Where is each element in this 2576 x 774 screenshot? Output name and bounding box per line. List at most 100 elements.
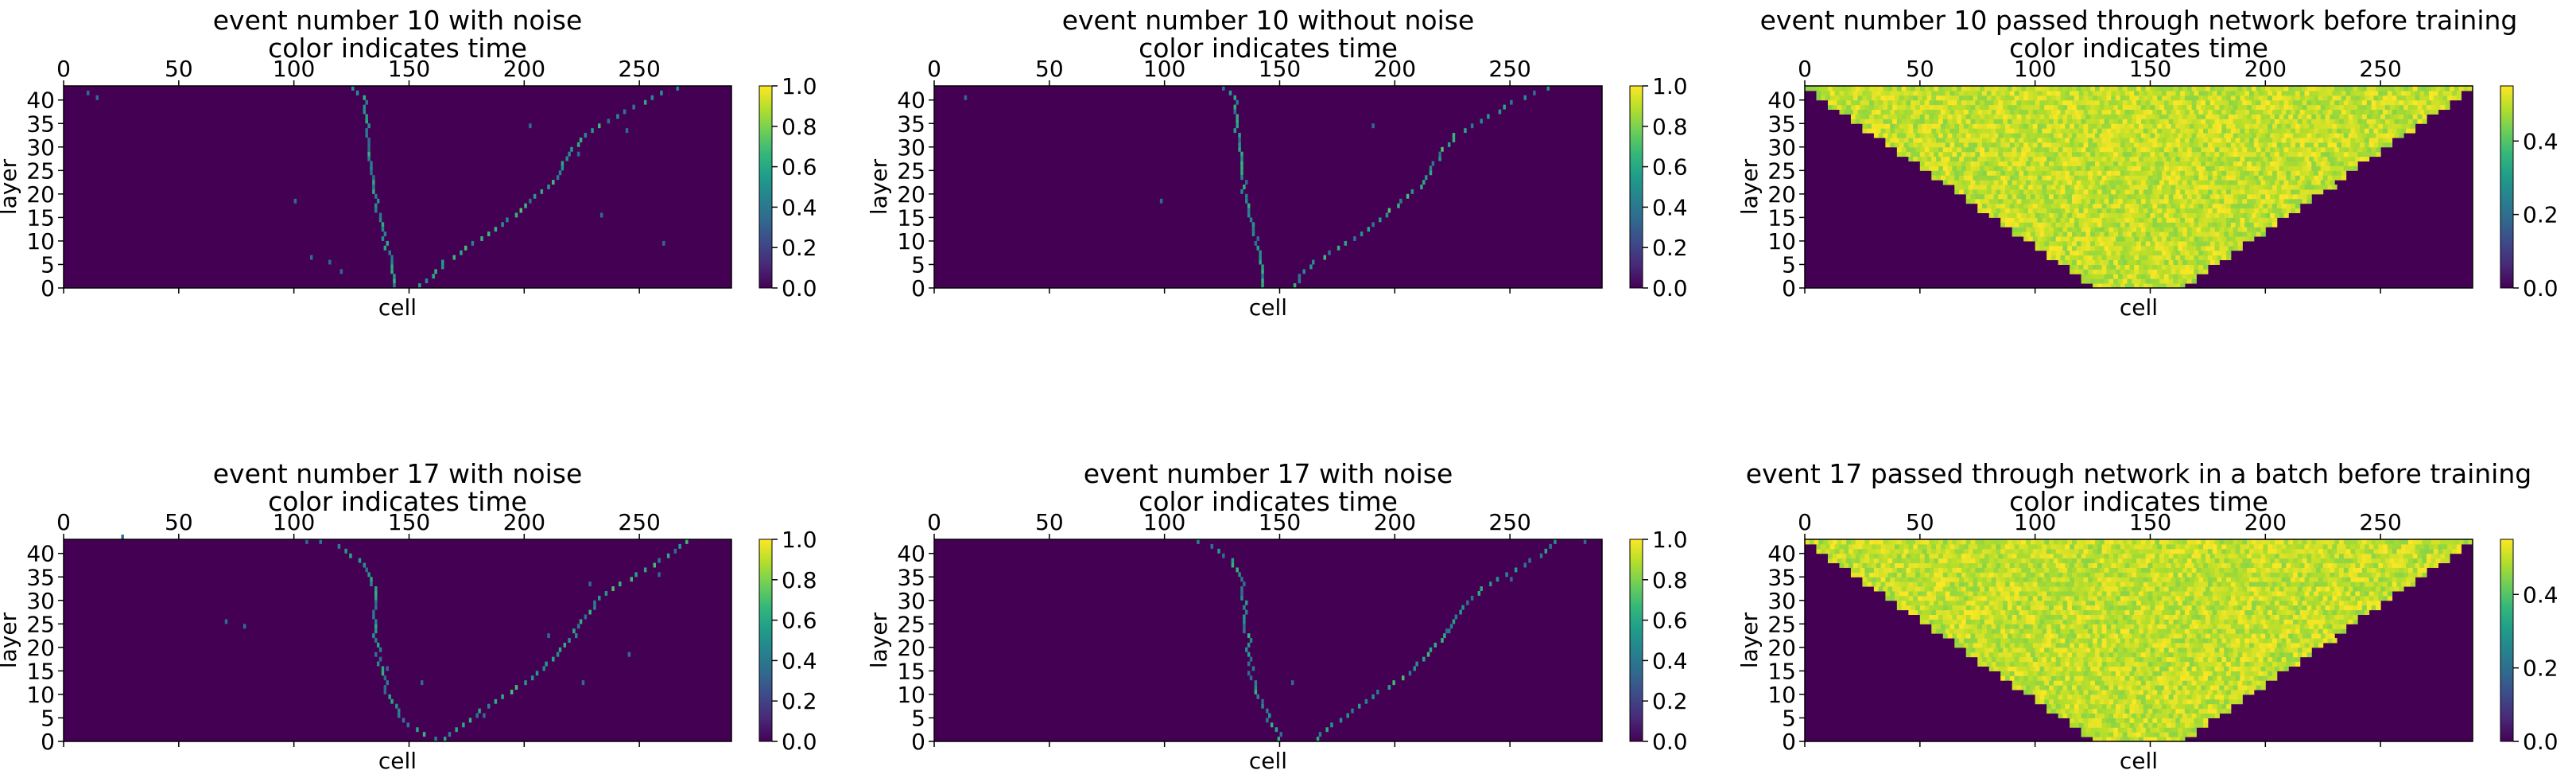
axes-frame: [63, 85, 732, 289]
heatmap-cell: [2003, 198, 2008, 204]
heatmap-cell: [1924, 119, 1930, 124]
heatmap-cell: [1869, 119, 1875, 124]
track-hit: [390, 264, 394, 270]
track-hit: [374, 624, 378, 629]
colorbar-tick-label: 1.0: [782, 527, 817, 553]
heatmap-cell: [2256, 212, 2262, 218]
heatmap-cell: [2094, 212, 2101, 218]
heatmap-cell: [1942, 180, 1949, 185]
heatmap-cell: [2184, 264, 2190, 270]
heatmap-cell: [2191, 680, 2197, 686]
heatmap-cell: [2134, 661, 2140, 667]
heatmap-cell: [1850, 86, 1856, 91]
heatmap-cell: [2260, 133, 2266, 138]
heatmap-cell: [1986, 137, 1992, 143]
heatmap-cell: [2189, 264, 2195, 270]
heatmap-cell: [2228, 165, 2234, 171]
heatmap-cell: [2062, 666, 2068, 671]
heatmap-cell: [2206, 133, 2211, 138]
heatmap-cell: [1936, 142, 1942, 148]
heatmap-cell: [2309, 95, 2314, 101]
heatmap-cell: [2166, 718, 2172, 723]
heatmap-cell: [2198, 203, 2204, 209]
heatmap-cell: [2039, 698, 2045, 705]
heatmap-cell: [2345, 128, 2351, 134]
heatmap-cell: [1959, 189, 1965, 195]
heatmap-cell: [2184, 156, 2190, 162]
heatmap-cell: [2237, 680, 2243, 686]
heatmap-cell: [2019, 656, 2024, 663]
heatmap-cell: [2302, 114, 2307, 119]
heatmap-cell: [2078, 656, 2084, 663]
y-tick-label: 40: [1767, 88, 1796, 114]
heatmap-cell: [2152, 142, 2158, 148]
heatmap-cell: [2124, 142, 2130, 148]
heatmap-cell: [2396, 128, 2402, 134]
heatmap-cell: [2132, 119, 2137, 124]
heatmap-cell: [1929, 151, 1934, 158]
heatmap-cell: [2124, 156, 2130, 162]
track-hit: [1266, 718, 1269, 723]
heatmap-cell: [1965, 99, 1972, 106]
heatmap-cell: [2129, 708, 2135, 714]
colorbar: [1629, 539, 1643, 742]
colorbar-tick-label: 1.0: [782, 73, 817, 99]
heatmap-cell: [2260, 198, 2266, 204]
heatmap-cell: [2173, 666, 2178, 671]
heatmap-cell: [2143, 90, 2149, 96]
heatmap-cell: [2159, 694, 2165, 700]
heatmap-cell: [1954, 185, 1960, 190]
heatmap-cell: [2178, 212, 2183, 218]
heatmap-cell: [2198, 189, 2204, 195]
heatmap-cell: [1975, 146, 1980, 153]
heatmap-cell: [2078, 661, 2084, 667]
track-hit: [1328, 250, 1331, 255]
heatmap-cell: [2147, 703, 2153, 710]
heatmap-cell: [2198, 661, 2204, 667]
heatmap-cell: [2166, 217, 2172, 223]
heatmap-cell: [2283, 133, 2289, 138]
heatmap-cell: [2157, 189, 2163, 195]
heatmap-cell: [2140, 227, 2147, 232]
heatmap-cell: [2152, 217, 2158, 223]
heatmap-cell: [2258, 170, 2264, 176]
heatmap-cell: [2094, 713, 2101, 718]
heatmap-cell: [2217, 175, 2222, 181]
heatmap-cell: [2203, 128, 2209, 134]
heatmap-cell: [2101, 250, 2107, 256]
heatmap-cell: [2109, 713, 2114, 718]
heatmap-cell: [1963, 175, 1969, 181]
heatmap-cell: [2194, 661, 2199, 667]
heatmap-cell: [2129, 661, 2135, 667]
heatmap-cell: [2412, 119, 2418, 124]
heatmap-cell: [2207, 137, 2213, 143]
heatmap-cell: [2228, 198, 2234, 204]
heatmap-cell: [2139, 708, 2144, 714]
heatmap-cell: [2106, 128, 2112, 134]
heatmap-cell: [2242, 114, 2248, 119]
heatmap-cell: [2230, 156, 2237, 162]
heatmap-cell: [1876, 109, 1882, 115]
track-hit: [393, 274, 396, 279]
heatmap-cell: [2251, 119, 2257, 124]
heatmap-cell: [2189, 722, 2195, 728]
heatmap-cell: [2094, 666, 2101, 671]
heatmap-cell: [2242, 212, 2248, 218]
x-tick-label: 0: [56, 509, 71, 535]
heatmap-cell: [2235, 189, 2240, 195]
heatmap-cell: [2090, 161, 2096, 166]
heatmap-cell: [2221, 189, 2227, 195]
heatmap-cell: [2230, 236, 2237, 242]
heatmap-cell: [2178, 274, 2183, 279]
heatmap-cell: [2083, 718, 2089, 723]
heatmap-cell: [1872, 90, 1877, 96]
heatmap-cell: [2233, 180, 2239, 185]
heatmap-cell: [1986, 95, 1992, 101]
heatmap-cell: [2173, 278, 2178, 284]
heatmap-cell: [2281, 142, 2287, 148]
heatmap-cell: [2297, 193, 2303, 200]
heatmap-cell: [2263, 675, 2268, 681]
heatmap-cell: [2207, 255, 2213, 261]
track-hit: [1249, 656, 1253, 662]
heatmap-cell: [2182, 151, 2188, 158]
